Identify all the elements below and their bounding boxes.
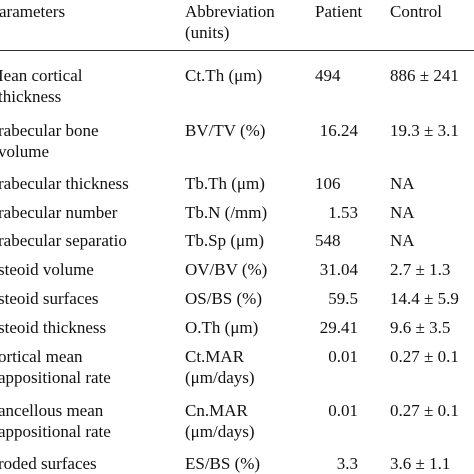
header-control: Control [390,2,442,21]
patient-value: 548 [315,231,341,250]
parameter: steoid volume [0,260,94,279]
abbreviation: O.Th (μm) [185,318,259,337]
abbreviation: ES/BS (%) [185,454,261,473]
abbreviation: Ct.Th (μm) [185,66,263,85]
abbreviation: Tb.Th (μm) [185,174,265,193]
header-rule [0,50,474,51]
parameter: Iean cortical [0,66,83,85]
control-value: 0.27 ± 0.1 [390,347,459,366]
parameter: steoid surfaces [0,289,99,308]
header-abbreviation: Abbreviation [185,2,275,21]
header-parameters: arameters [0,2,66,21]
patient-value: 1.53 [328,203,358,222]
header-abbreviation: (units) [185,23,230,42]
parameter: rabecular bone [0,121,99,140]
control-value: 9.6 ± 3.5 [390,318,451,337]
abbreviation: (μm/days) [185,368,255,387]
patient-value: 106 [315,174,341,193]
abbreviation: Ct.MAR [185,347,245,366]
parameter: volume [0,142,49,161]
abbreviation: Cn.MAR [185,401,248,420]
parameter: ortical mean [0,347,83,366]
control-value: 0.27 ± 0.1 [390,401,459,420]
abbreviation: Tb.N (/mm) [185,203,268,222]
parameter: rabecular number [0,203,118,222]
parameter: rabecular thickness [0,174,129,193]
patient-value: 3.3 [336,454,358,473]
patient-value: 0.01 [328,347,358,366]
parameter: rabecular separatio [0,231,127,250]
patient-value: 59.5 [328,289,358,308]
header-patient: Patient [315,2,363,21]
patient-value: 29.41 [319,318,358,337]
control-value: 14.4 ± 5.9 [390,289,459,308]
control-value: 886 ± 241 [390,66,459,85]
abbreviation: BV/TV (%) [185,121,266,140]
patient-value: 31.04 [319,260,358,279]
control-value: 2.7 ± 1.3 [390,260,451,279]
control-value: NA [390,203,415,222]
parameter: roded surfaces [0,454,97,473]
parameter: appositional rate [0,422,111,441]
abbreviation: Tb.Sp (μm) [185,231,264,250]
control-value: 19.3 ± 3.1 [390,121,459,140]
control-value: 3.6 ± 1.1 [390,454,451,473]
parameter: steoid thickness [0,318,107,337]
patient-value: 494 [315,66,341,85]
abbreviation: OV/BV (%) [185,260,268,279]
parameter: thickness [0,87,62,106]
control-value: NA [390,174,415,193]
parameter: ancellous mean [0,401,104,420]
patient-value: 0.01 [328,401,358,420]
control-value: NA [390,231,415,250]
abbreviation: OS/BS (%) [185,289,262,308]
parameter: appositional rate [0,368,111,387]
abbreviation: (μm/days) [185,422,255,441]
patient-value: 16.24 [319,121,358,140]
